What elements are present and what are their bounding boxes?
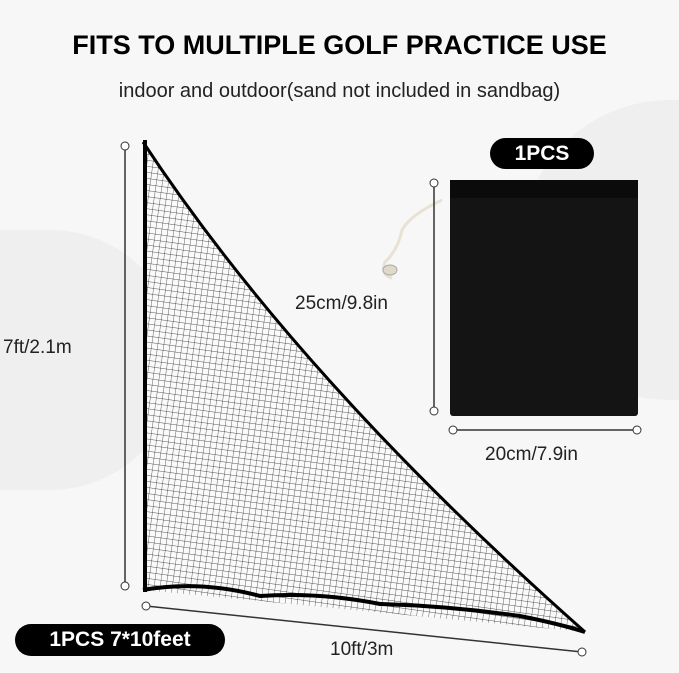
net-width-label: 10ft/3m [330, 639, 394, 660]
sandbag-image [382, 180, 638, 416]
net-width-dimension [141, 601, 587, 657]
net-quantity-badge: 1PCS 7*10feet [15, 624, 225, 656]
page-subtitle: indoor and outdoor(sand not included in … [118, 80, 561, 102]
sandbag-height-label: 25cm/9.8in [295, 293, 388, 314]
sandbag-height-dimension [429, 178, 439, 416]
page-title: FITS TO MULTIPLE GOLF PRACTICE USE [72, 30, 607, 60]
sandbag-width-dimension [448, 425, 642, 435]
sandbag-width-label: 20cm/7.9in [485, 444, 578, 465]
sandbag-quantity-badge: 1PCS [490, 138, 594, 169]
net-height-dimension [120, 141, 130, 591]
net-height-label: 7ft/2.1m [3, 337, 72, 358]
